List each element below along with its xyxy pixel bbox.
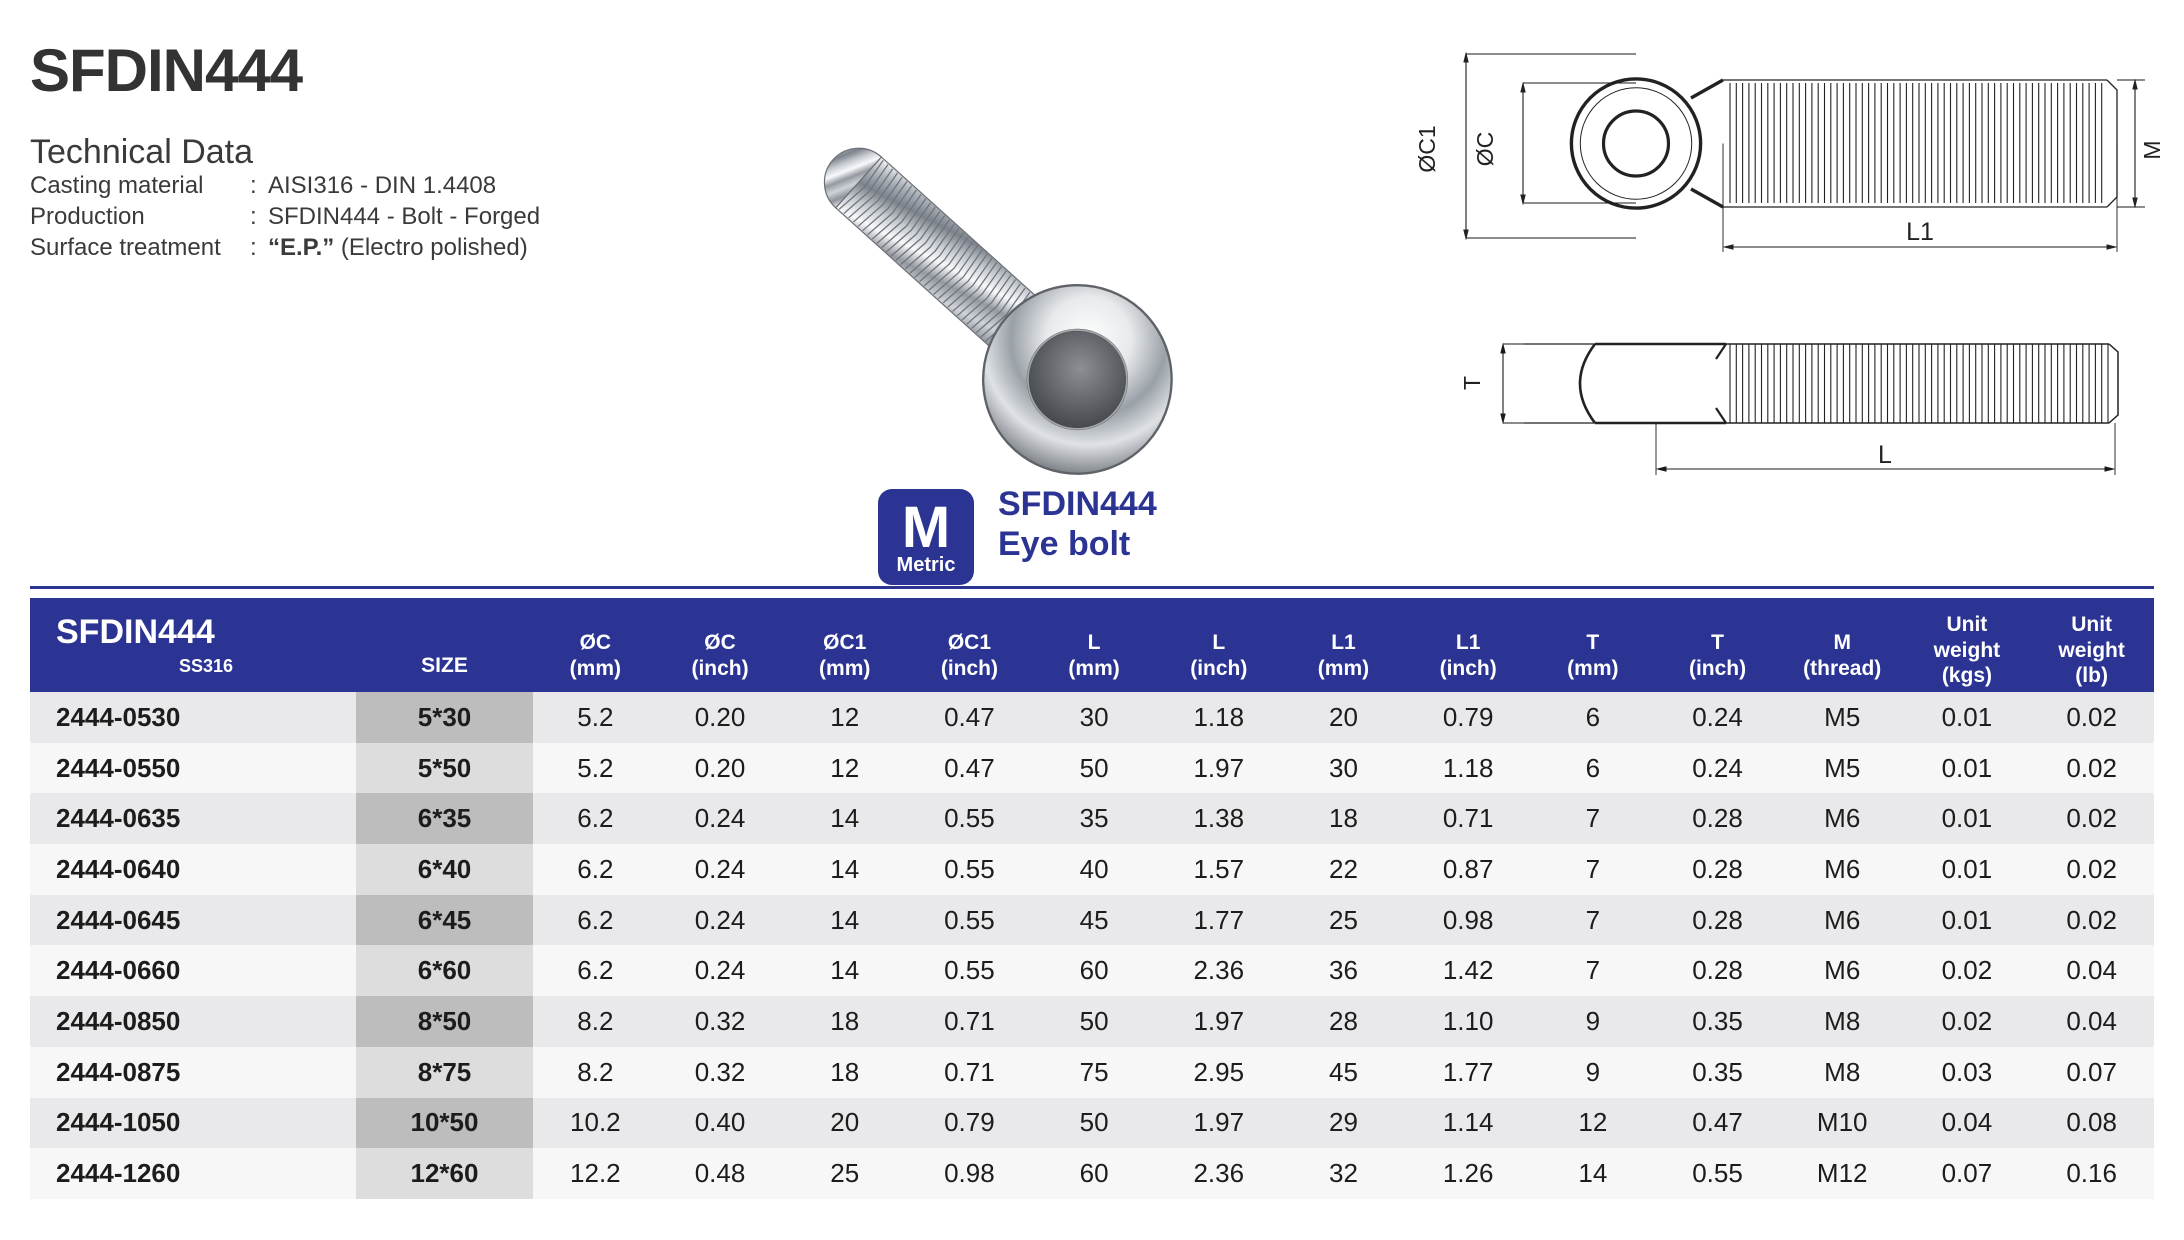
svg-text:M: M (2139, 140, 2165, 159)
svg-text:Metric: Metric (897, 554, 956, 576)
svg-text:ØC1: ØC1 (1414, 125, 1440, 172)
svg-text:ØC: ØC (1472, 132, 1498, 167)
svg-text:M: M (902, 495, 950, 560)
svg-text:T: T (1459, 376, 1485, 390)
svg-text:L1: L1 (1906, 218, 1934, 246)
svg-text:L: L (1878, 441, 1892, 469)
